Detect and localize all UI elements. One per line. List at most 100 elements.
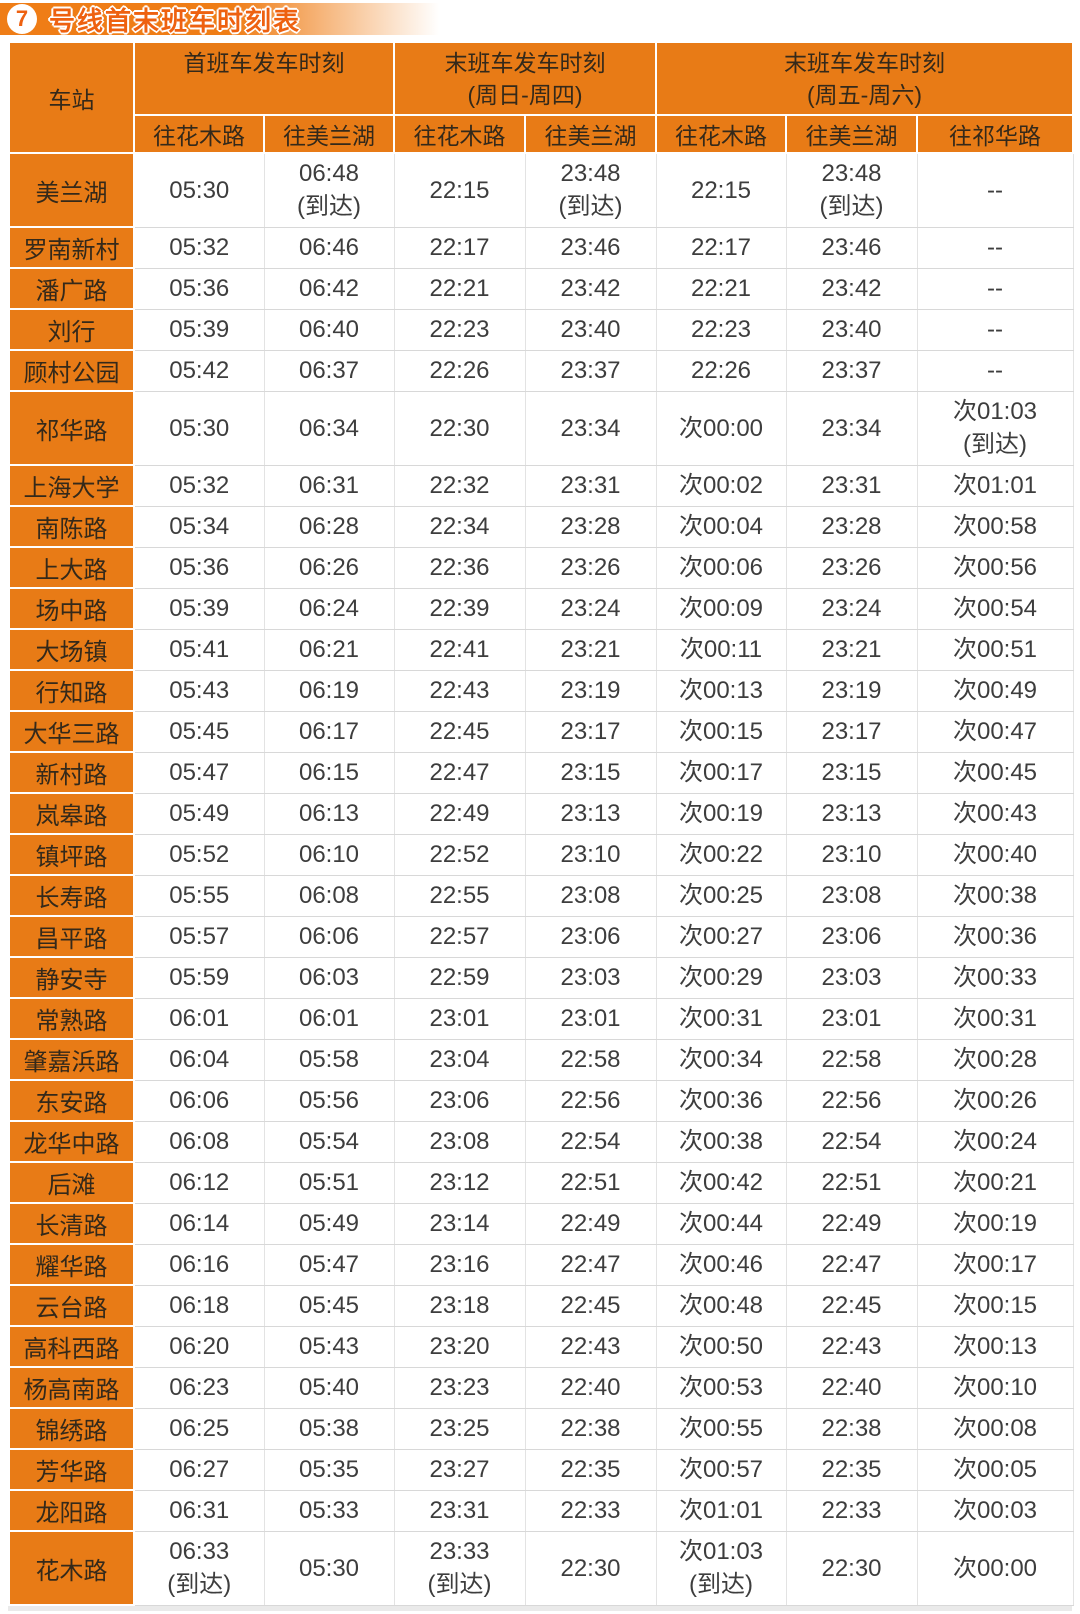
time-cell: 次00:47	[916, 710, 1074, 753]
table-row: 锦绣路 06:25 05:38 23:25 22:38 次00:55 22:38 次00:08	[8, 1407, 1074, 1450]
time-cell: 次00:22	[655, 833, 787, 876]
time-cell: 05:43	[133, 669, 265, 712]
time-cell: 23:42	[785, 267, 918, 310]
time-cell: 23:12	[393, 1161, 526, 1204]
time-cell: 23:14	[393, 1202, 526, 1245]
time-cell: --	[916, 308, 1074, 351]
table-row: 南陈路 05:34 06:28 22:34 23:28 次00:04 23:28 次00:58	[8, 505, 1074, 548]
table-row: 杨高南路 06:23 05:40 23:23 22:40 次00:53 22:40 次00:1…	[8, 1366, 1074, 1409]
group-sublabel: (周五-周六)	[807, 81, 922, 108]
time-cell: 22:35	[524, 1448, 657, 1491]
time-cell: 次00:40	[916, 833, 1074, 876]
time-cell: 22:38	[524, 1407, 657, 1450]
time-cell: 05:58	[263, 1038, 395, 1081]
time-cell: 22:33	[524, 1489, 657, 1532]
time-cell: 23:34	[785, 390, 918, 466]
group-label: 末班车发车时刻	[444, 49, 606, 76]
time-cell: 22:55	[393, 874, 526, 917]
table-row: 美兰湖 05:30 06:48 (到达) 22:15 23:48 (到达) 22:15 23…	[8, 152, 1074, 228]
station-name: 花木路	[8, 1530, 135, 1606]
time-cell: 23:21	[524, 628, 657, 671]
time-cell: 23:16	[393, 1243, 526, 1286]
time-cell: 05:35	[263, 1448, 395, 1491]
time-cell: 22:47	[785, 1243, 918, 1286]
time-cell: 次00:49	[916, 669, 1074, 712]
time-cell: 次00:31	[916, 997, 1074, 1040]
time-cell: 次00:19	[916, 1202, 1074, 1245]
time-cell: 06:03	[263, 956, 395, 999]
time-cell: 23:08	[393, 1120, 526, 1163]
time-cell: 22:30	[393, 390, 526, 466]
time-cell: 次00:15	[916, 1284, 1074, 1327]
time-cell: 06:42	[263, 267, 395, 310]
time-cell: 22:26	[393, 349, 526, 392]
line-number-badge: 7	[7, 4, 37, 34]
time-cell: 23:28	[785, 505, 918, 548]
time-cell: 次00:27	[655, 915, 787, 958]
time-cell: 次00:29	[655, 956, 787, 999]
table-row: 常熟路 06:01 06:01 23:01 23:01 次00:31 23:01 次00:31	[8, 997, 1074, 1040]
time-cell: 次00:17	[655, 751, 787, 794]
time-cell: 22:43	[524, 1325, 657, 1368]
time-cell: 06:24	[263, 587, 395, 630]
time-cell: 05:34	[133, 505, 265, 548]
time-cell: --	[916, 349, 1074, 392]
group-header-last-train-fri-sat: 末班车发车时刻 (周五-周六)	[654, 41, 1075, 116]
time-cell: 05:52	[133, 833, 265, 876]
table-row: 新村路 05:47 06:15 22:47 23:15 次00:17 23:15 次00:45	[8, 751, 1074, 794]
time-cell: 06:40	[263, 308, 395, 351]
time-cell: 次00:38	[916, 874, 1074, 917]
time-cell: 05:59	[133, 956, 265, 999]
station-name: 芳华路	[8, 1448, 135, 1491]
table-row: 耀华路 06:16 05:47 23:16 22:47 次00:46 22:47 次00:17	[8, 1243, 1074, 1286]
time-cell: 22:59	[393, 956, 526, 999]
time-cell: 06:34	[263, 390, 395, 466]
time-cell: 23:01	[785, 997, 918, 1040]
table-bottom-strip	[8, 1606, 1072, 1611]
direction-header-meilanlake-fri-sat: 往美兰湖	[785, 114, 918, 154]
table-row: 大场镇 05:41 06:21 22:41 23:21 次00:11 23:21 次00:51	[8, 628, 1074, 671]
time-cell: 22:54	[785, 1120, 918, 1163]
time-cell: 22:36	[393, 546, 526, 589]
time-cell: 次00:56	[916, 546, 1074, 589]
time-cell: 23:26	[785, 546, 918, 589]
time-cell: 23:46	[524, 226, 657, 269]
time-cell: 05:40	[263, 1366, 395, 1409]
time-cell: 23:06	[524, 915, 657, 958]
time-cell: 23:25	[393, 1407, 526, 1450]
time-cell: 22:17	[393, 226, 526, 269]
time-cell: 次00:11	[655, 628, 787, 671]
table-row: 大华三路 05:45 06:17 22:45 23:17 次00:15 23:17 次00:4…	[8, 710, 1074, 753]
time-cell: 22:30	[524, 1530, 657, 1606]
station-name: 顾村公园	[8, 349, 135, 392]
time-cell: 次00:50	[655, 1325, 787, 1368]
time-cell: 23:37	[524, 349, 657, 392]
time-cell: 次00:43	[916, 792, 1074, 835]
time-cell: 23:37	[785, 349, 918, 392]
time-cell: 次00:25	[655, 874, 787, 917]
time-cell: 次00:38	[655, 1120, 787, 1163]
station-name: 刘行	[8, 308, 135, 351]
time-cell: 22:17	[655, 226, 787, 269]
time-cell: 22:57	[393, 915, 526, 958]
time-cell: 次00:24	[916, 1120, 1074, 1163]
table-row: 长清路 06:14 05:49 23:14 22:49 次00:44 22:49 次00:19	[8, 1202, 1074, 1245]
time-cell: --	[916, 226, 1074, 269]
time-cell: 22:26	[655, 349, 787, 392]
time-cell: 22:52	[393, 833, 526, 876]
time-cell: 23:48 (到达)	[524, 152, 657, 228]
station-name: 长清路	[8, 1202, 135, 1245]
table-row: 花木路 06:33 (到达) 05:30 23:33 (到达) 22:30 次01:03 …	[8, 1530, 1074, 1606]
time-cell: 22:47	[524, 1243, 657, 1286]
time-cell: 06:37	[263, 349, 395, 392]
station-name: 场中路	[8, 587, 135, 630]
title-bar: 7 号线首末班车时刻表	[0, 3, 448, 36]
time-cell: 06:01	[133, 997, 265, 1040]
station-name: 潘广路	[8, 267, 135, 310]
time-cell: 06:17	[263, 710, 395, 753]
time-cell: 22:21	[393, 267, 526, 310]
station-name: 祁华路	[8, 390, 135, 466]
station-name: 云台路	[8, 1284, 135, 1327]
time-cell: 06:31	[263, 464, 395, 507]
table-row: 静安寺 05:59 06:03 22:59 23:03 次00:29 23:03 次00:33	[8, 956, 1074, 999]
